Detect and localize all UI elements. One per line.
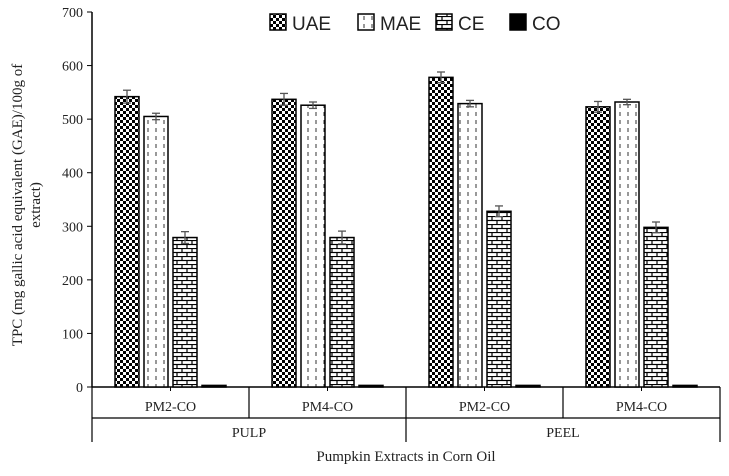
bar-ce [329,236,355,388]
x-tick-label: PM4-CO [616,400,667,415]
x-tick-label: PM2-CO [145,400,196,415]
bar-uae [428,76,454,388]
y-tick-label: 700 [62,6,83,21]
bar-co [358,384,384,388]
legend-swatch-mae [357,13,375,31]
legend-swatch-uae [269,13,287,31]
bar-mae [614,101,640,388]
y-tick-label: 300 [62,220,83,235]
group-label: PEEL [546,426,579,441]
legend-label: CE [458,14,484,35]
y-axis-label-line1: TPC (mg gallic acid equivalent (GAE)/100… [10,64,26,346]
bar-co [672,384,698,388]
legend-label: UAE [292,14,331,35]
legend-swatch-ce [435,13,453,31]
bar-uae [114,95,140,388]
bar-uae [271,98,297,388]
x-axis-label: Pumpkin Extracts in Corn Oil [316,449,495,465]
bar-ce [643,226,669,388]
y-tick-label: 200 [62,274,83,289]
y-tick-label: 600 [62,60,83,75]
group-label: PULP [232,426,266,441]
y-axis-label-line2: extract) [28,182,44,228]
y-tick-label: 100 [62,327,83,342]
legend-swatch-co [509,13,527,31]
bar-uae [585,106,611,388]
legend-label: MAE [380,14,421,35]
bar-co [201,384,227,388]
bar-mae [457,102,483,388]
y-tick-label: 500 [62,113,83,128]
y-tick-label: 0 [76,381,83,396]
bar-mae [143,115,169,388]
bar-ce [172,236,198,388]
legend-label: CO [532,14,561,35]
bar-ce [486,210,512,388]
axes: 0 100 200 300 400 500 600 700 PM2-CO PM4-CO PM2-CO… [62,6,721,442]
x-tick-label: PM2-CO [459,400,510,415]
legend: UAE MAE CE CO [269,13,561,35]
bar-mae [300,104,326,388]
bar-co [515,384,541,388]
bars [114,71,698,388]
y-tick-label: 400 [62,167,83,182]
x-tick-label: PM4-CO [302,400,353,415]
